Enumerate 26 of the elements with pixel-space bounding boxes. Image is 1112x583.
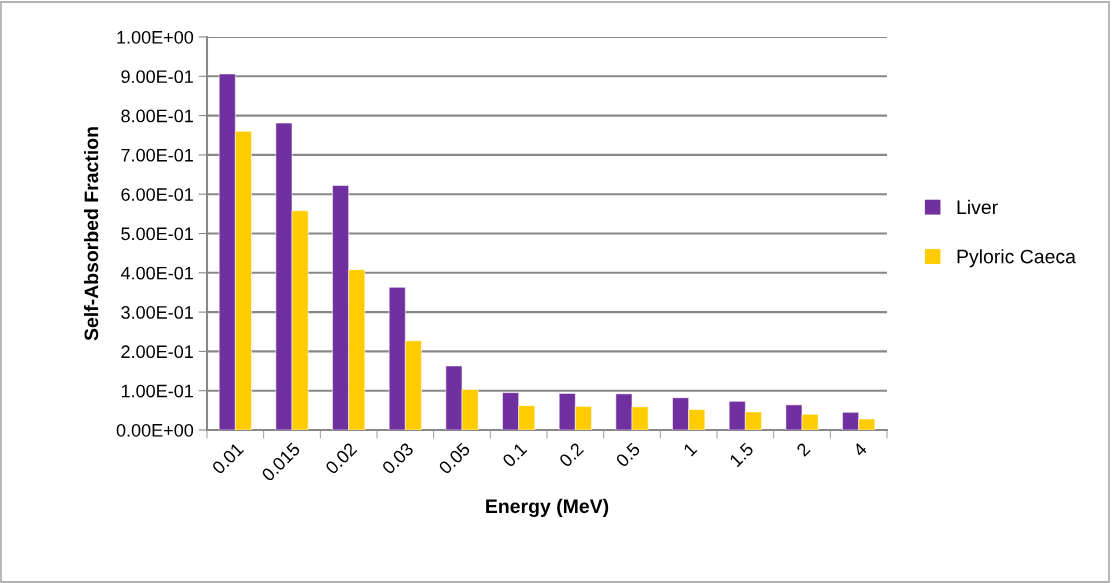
x-tick-label: 0.05: [437, 441, 471, 475]
legend-label: Pyloric Caeca: [957, 249, 1076, 268]
y-tick-label: 7.00E-01: [121, 148, 193, 162]
x-tick-label: 0.5: [615, 441, 641, 468]
y-tick-label: 8.00E-01: [121, 109, 193, 123]
x-tick-label: 2: [795, 442, 811, 457]
y-tick-label: 9.00E-01: [121, 70, 193, 84]
y-tick-label: 1.00E+00: [117, 30, 194, 44]
y-tick-label: 2.00E-01: [121, 345, 193, 359]
x-tick-label: 1: [683, 442, 698, 457]
x-tick-label: 0.2: [558, 442, 585, 468]
legend-label: Liver: [957, 199, 998, 215]
y-tick-label: 6.00E-01: [121, 188, 193, 201]
y-tick-label: 4.00E-01: [120, 266, 193, 280]
y-tick-label: 0.00E+00: [116, 423, 194, 437]
x-tick-label: 1.5: [729, 442, 755, 468]
x-axis-title: Energy (MeV): [486, 498, 609, 518]
y-axis-title: Self-Absorbed Fraction: [83, 127, 99, 341]
y-tick-label: 1.00E-01: [121, 384, 193, 398]
y-tick-label: 5.00E-01: [121, 227, 193, 241]
x-tick-label: 0.01: [211, 442, 245, 475]
y-tick-label: 3.00E-01: [121, 306, 193, 319]
x-tick-label: 0.02: [324, 442, 358, 475]
x-tick-label: 4: [852, 441, 868, 458]
x-tick-label: 0.1: [501, 442, 528, 468]
x-tick-label: 0.03: [381, 442, 415, 475]
